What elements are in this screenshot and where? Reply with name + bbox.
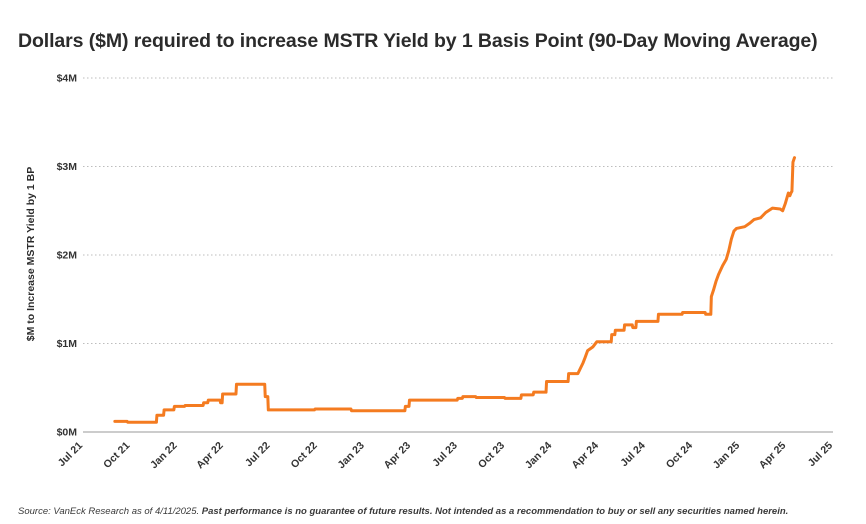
x-tick-label: Jan 22 <box>148 440 180 472</box>
y-tick-label: $0M <box>57 427 78 439</box>
x-tick-label: Jul 21 <box>56 440 86 470</box>
x-tick-label: Jan 24 <box>523 440 555 472</box>
y-tick-label: $2M <box>57 250 78 262</box>
x-tick-label: Apr 22 <box>194 440 226 472</box>
x-tick-label: Apr 23 <box>382 440 414 472</box>
chart-title: Dollars ($M) required to increase MSTR Y… <box>18 30 818 52</box>
x-tick-label: Jul 23 <box>430 440 460 470</box>
x-tick-label: Apr 25 <box>757 440 789 472</box>
x-tick-label: Jan 23 <box>335 440 367 472</box>
x-tick-label: Jan 25 <box>711 440 743 472</box>
y-tick-label: $1M <box>57 338 78 350</box>
x-tick-label: Oct 23 <box>476 440 507 471</box>
x-tick-label: Oct 24 <box>664 440 695 471</box>
x-tick-label: Jul 24 <box>618 440 648 470</box>
y-tick-label: $3M <box>57 161 78 173</box>
x-tick-labels: Jul 21 Oct 21 Jan 22 Apr 22 Jul 22 Oct 22 Jan … <box>56 440 836 472</box>
source-footnote: Source: VanEck Research as of 4/11/2025.… <box>18 506 788 517</box>
x-tick-label: Oct 22 <box>289 440 320 471</box>
y-tick-labels: $0M $1M $2M $3M $4M <box>57 73 78 439</box>
series-layer <box>113 156 796 424</box>
source-text: Source: VanEck Research as of 4/11/2025. <box>18 506 200 517</box>
disclaimer-text: Past performance is no guarantee of futu… <box>201 506 789 517</box>
line-chart: $0M $1M $2M $3M $4M Jul 21 Oct 21 Jan 22 Apr 22… <box>56 73 836 472</box>
grid-lines <box>83 77 833 433</box>
y-tick-label: $4M <box>57 73 78 85</box>
x-tick-label: Jul 25 <box>806 440 836 470</box>
x-tick-label: Oct 21 <box>101 440 132 471</box>
x-tick-label: Jul 22 <box>243 440 273 470</box>
x-tick-label: Apr 24 <box>569 440 601 472</box>
series-line <box>113 156 796 424</box>
